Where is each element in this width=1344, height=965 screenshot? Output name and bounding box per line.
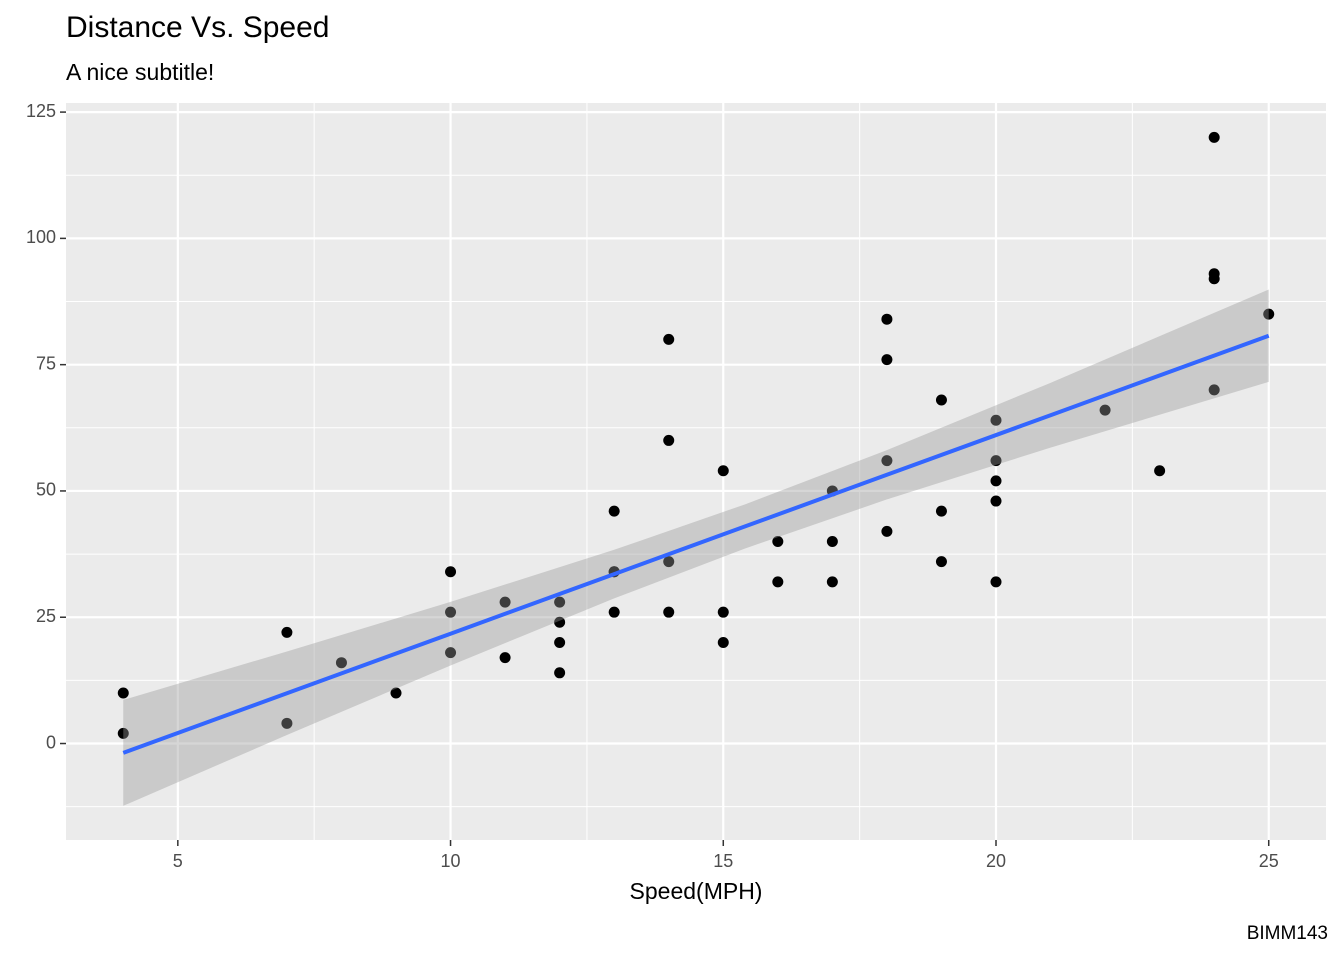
y-tick-label: 0	[46, 732, 56, 752]
point	[663, 556, 675, 568]
point	[281, 717, 293, 729]
point	[499, 596, 511, 608]
point	[717, 465, 729, 477]
point	[608, 606, 620, 618]
point	[935, 556, 947, 568]
caption: BIMM143	[1247, 923, 1328, 944]
point	[990, 495, 1002, 507]
x-tick-label: 15	[713, 851, 733, 871]
point	[663, 434, 675, 446]
point	[663, 606, 675, 618]
x-tick-label: 20	[986, 851, 1006, 871]
point	[390, 687, 402, 699]
point	[1099, 404, 1111, 416]
point	[445, 647, 457, 659]
point	[881, 455, 893, 467]
point	[826, 576, 838, 588]
chart-title: Distance Vs. Speed	[66, 11, 329, 44]
point	[881, 525, 893, 537]
point	[1208, 384, 1220, 396]
point	[554, 616, 566, 628]
x-axis-label: Speed(MPH)	[630, 878, 763, 904]
point	[772, 576, 784, 588]
point	[717, 606, 729, 618]
point	[117, 727, 129, 739]
point	[990, 455, 1002, 467]
point	[990, 576, 1002, 588]
point	[445, 606, 457, 618]
fit-line	[122, 333, 1270, 755]
x-tick-label: 5	[173, 851, 183, 871]
point	[717, 636, 729, 648]
point	[499, 652, 511, 664]
panel	[66, 103, 1326, 840]
y-tick-label: 125	[26, 101, 56, 121]
point	[554, 667, 566, 679]
point	[826, 535, 838, 547]
point	[935, 505, 947, 517]
point	[935, 394, 947, 406]
point	[990, 414, 1002, 426]
point	[881, 313, 893, 325]
y-tick-label: 100	[26, 227, 56, 247]
y-tick-label: 75	[36, 353, 56, 373]
chart-subtitle: A nice subtitle!	[66, 59, 214, 85]
x-tick-label: 10	[441, 851, 461, 871]
x-tick-label: 25	[1259, 851, 1279, 871]
point	[1208, 268, 1220, 280]
point	[117, 687, 129, 699]
point	[335, 657, 347, 669]
point	[881, 354, 893, 366]
point	[1263, 308, 1275, 320]
y-tick-label: 50	[36, 480, 56, 500]
confidence-band	[123, 289, 1269, 806]
point	[445, 566, 457, 578]
point	[281, 626, 293, 638]
point	[1208, 131, 1220, 143]
point	[663, 333, 675, 345]
y-tick-label: 25	[36, 606, 56, 626]
point	[554, 596, 566, 608]
point	[554, 636, 566, 648]
point	[990, 475, 1002, 487]
point	[772, 535, 784, 547]
point	[608, 505, 620, 517]
point	[1154, 465, 1166, 477]
